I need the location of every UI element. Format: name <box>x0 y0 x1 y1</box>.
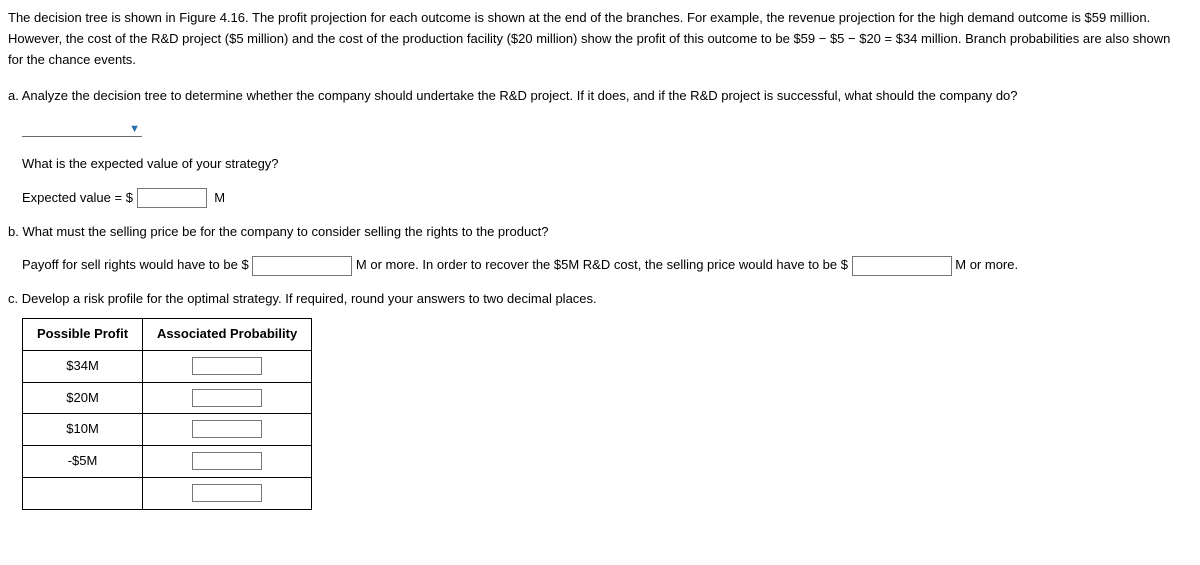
expected-value-input[interactable] <box>137 188 207 208</box>
expected-value-question: What is the expected value of your strat… <box>8 154 1188 175</box>
col-possible-profit: Possible Profit <box>23 318 143 350</box>
probability-input[interactable] <box>192 484 262 502</box>
profit-cell <box>23 477 143 509</box>
table-row: $34M <box>23 350 312 382</box>
probability-input[interactable] <box>192 420 262 438</box>
profit-cell: $10M <box>23 414 143 446</box>
probability-input[interactable] <box>192 389 262 407</box>
risk-profile-table: Possible Profit Associated Probability $… <box>22 318 312 510</box>
payoff-suffix: M or more. <box>955 257 1018 272</box>
part-a-dropdown[interactable]: ▼ <box>22 119 142 137</box>
col-associated-probability: Associated Probability <box>143 318 312 350</box>
table-row: -$5M <box>23 446 312 478</box>
ev-prefix: Expected value = $ <box>22 190 133 205</box>
payoff-sell-rights-input[interactable] <box>252 256 352 276</box>
profit-cell: $34M <box>23 350 143 382</box>
table-row <box>23 477 312 509</box>
payoff-mid: M or more. In order to recover the $5M R… <box>356 257 848 272</box>
part-a-question: a. Analyze the decision tree to determin… <box>8 86 1188 107</box>
payoff-prefix: Payoff for sell rights would have to be … <box>22 257 249 272</box>
profit-cell: -$5M <box>23 446 143 478</box>
ev-suffix: M <box>214 190 225 205</box>
intro-paragraph: The decision tree is shown in Figure 4.1… <box>8 8 1188 70</box>
part-c-question: c. Develop a risk profile for the optima… <box>8 289 1188 310</box>
table-row: $20M <box>23 382 312 414</box>
chevron-down-icon: ▼ <box>129 121 140 139</box>
probability-input[interactable] <box>192 357 262 375</box>
profit-cell: $20M <box>23 382 143 414</box>
selling-price-input[interactable] <box>852 256 952 276</box>
table-row: $10M <box>23 414 312 446</box>
part-b-question: b. What must the selling price be for th… <box>8 222 1188 243</box>
probability-input[interactable] <box>192 452 262 470</box>
